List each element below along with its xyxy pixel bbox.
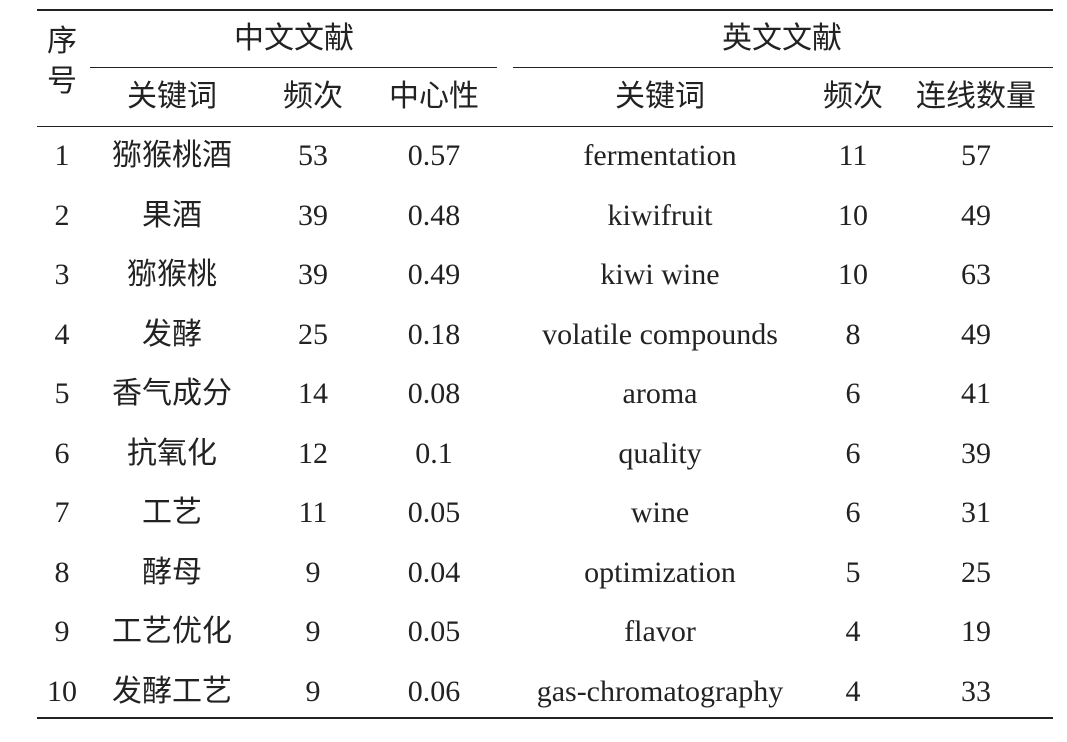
table-cell: kiwifruit xyxy=(607,198,713,232)
table-cell: 0.08 xyxy=(407,377,461,410)
table-cell: quality xyxy=(618,436,702,470)
table-cell: 发酵工艺 xyxy=(112,674,232,708)
table-cell: 0.1 xyxy=(415,436,453,470)
table-cell: 0.48 xyxy=(407,198,461,232)
table-cell: 49 xyxy=(961,198,991,232)
row-index: 3 xyxy=(54,258,70,291)
table-cell: 猕猴桃 xyxy=(127,258,217,291)
table-cell: 酵母 xyxy=(142,555,202,589)
table-cell: gas-chromatography xyxy=(536,674,784,708)
row-index: 10 xyxy=(47,674,77,708)
table-cell: 8 xyxy=(845,317,861,351)
row-index: 9 xyxy=(54,615,70,648)
column-header: 频次 xyxy=(283,80,343,113)
table-cell: 4 xyxy=(845,674,861,708)
table-cell: 57 xyxy=(961,139,991,172)
group-rule xyxy=(90,67,497,68)
table-cell: 工艺优化 xyxy=(112,615,232,648)
table-cell: 0.04 xyxy=(407,555,461,589)
column-header: 频次 xyxy=(823,80,883,113)
table-cell: 10 xyxy=(838,258,868,291)
table-cell: 10 xyxy=(838,198,868,232)
header-rule xyxy=(37,126,1053,127)
table-cell: 39 xyxy=(298,198,328,232)
table-cell: 4 xyxy=(845,615,861,648)
table-cell: 9 xyxy=(305,555,321,589)
group-header: 英文文献 xyxy=(722,22,842,55)
table-cell: 11 xyxy=(298,496,328,529)
table-cell: 63 xyxy=(961,258,991,291)
row-index: 6 xyxy=(54,436,70,470)
table-cell: 6 xyxy=(845,377,861,410)
table-cell: 53 xyxy=(298,139,328,172)
table-cell: 香气成分 xyxy=(112,377,232,410)
group-rule xyxy=(513,67,1053,68)
table-cell: 5 xyxy=(845,555,861,589)
table-cell: 25 xyxy=(961,555,991,589)
table-cell: flavor xyxy=(624,615,696,648)
table-cell: 0.05 xyxy=(407,615,461,648)
table-cell: optimization xyxy=(584,555,736,589)
table-cell: 14 xyxy=(298,377,328,410)
table-cell: 猕猴桃酒 xyxy=(112,139,232,172)
table-cell: 9 xyxy=(305,615,321,648)
column-header: 关键词 xyxy=(127,80,217,113)
table-cell: 9 xyxy=(305,674,321,708)
table-cell: 工艺 xyxy=(142,496,202,529)
column-header: 中心性 xyxy=(389,80,479,113)
table-cell: 0.05 xyxy=(407,496,461,529)
table-cell: 39 xyxy=(961,436,991,470)
table-cell: 0.06 xyxy=(407,674,461,708)
row-index: 7 xyxy=(54,496,70,529)
group-header: 中文文献 xyxy=(234,22,354,55)
table-cell: 25 xyxy=(298,317,328,351)
table-cell: 果酒 xyxy=(142,198,202,232)
table-cell: 抗氧化 xyxy=(127,436,217,470)
column-header: 关键词 xyxy=(615,80,705,113)
bottom-rule xyxy=(37,717,1053,719)
table-cell: 41 xyxy=(961,377,991,410)
column-header: 连线数量 xyxy=(916,80,1036,113)
row-index: 4 xyxy=(54,317,70,351)
index-header: 序号 xyxy=(47,25,77,98)
row-index: 1 xyxy=(54,139,70,172)
table-cell: 0.57 xyxy=(407,139,461,172)
table-cell: 0.18 xyxy=(407,317,461,351)
table-cell: 33 xyxy=(961,674,991,708)
table-cell: kiwi wine xyxy=(600,258,720,291)
table-cell: volatile compounds xyxy=(542,317,778,351)
row-index: 8 xyxy=(54,555,70,589)
table-cell: wine xyxy=(630,496,690,529)
table-cell: 19 xyxy=(961,615,991,648)
table-cell: 6 xyxy=(845,496,861,529)
table-cell: 0.49 xyxy=(407,258,461,291)
top-rule xyxy=(37,9,1053,11)
table-cell: 49 xyxy=(961,317,991,351)
table-cell: 39 xyxy=(298,258,328,291)
table-cell: 12 xyxy=(298,436,328,470)
table-cell: 31 xyxy=(961,496,991,529)
row-index: 2 xyxy=(54,198,70,232)
row-index: 5 xyxy=(54,377,70,410)
table-cell: aroma xyxy=(622,377,698,410)
table-cell: 11 xyxy=(838,139,868,172)
table-cell: 6 xyxy=(845,436,861,470)
table-cell: 发酵 xyxy=(142,317,202,351)
table-cell: fermentation xyxy=(583,139,737,172)
